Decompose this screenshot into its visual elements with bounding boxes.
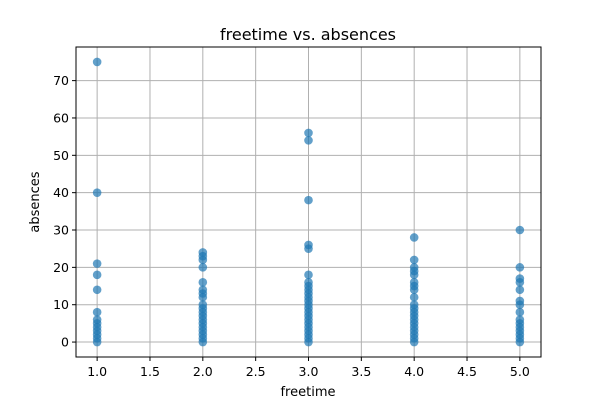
x-tick-label: 1.0	[87, 364, 107, 379]
x-tick-label: 4.0	[404, 364, 424, 379]
data-point	[198, 292, 208, 302]
y-tick-label: 20	[53, 260, 69, 275]
data-point	[409, 292, 419, 302]
y-tick-label: 50	[53, 148, 69, 163]
y-tick-label: 60	[53, 110, 69, 125]
data-point	[409, 255, 419, 265]
y-axis-ticks: 0 10 20 30 40 50 60 70	[53, 73, 76, 350]
x-axis-label: freetime	[280, 385, 335, 400]
chart-title: freetime vs. absences	[220, 25, 396, 44]
data-point	[515, 337, 525, 347]
data-point	[198, 337, 208, 347]
data-point	[304, 128, 313, 138]
x-tick-label: 2.5	[246, 364, 266, 379]
data-point	[515, 263, 525, 272]
data-point	[515, 307, 525, 317]
data-point	[92, 270, 102, 280]
y-tick-label: 10	[53, 297, 69, 312]
data-point	[198, 255, 208, 265]
x-tick-label: 4.5	[457, 364, 477, 379]
data-point	[198, 263, 208, 272]
data-point	[304, 136, 313, 145]
data-point	[304, 270, 313, 280]
x-axis-ticks: 1.0 1.5 2.0 2.5 3.0 3.5 4.0 4.5 5.0	[87, 357, 530, 379]
grid	[76, 47, 541, 357]
x-tick-label: 1.5	[140, 364, 160, 379]
y-tick-label: 30	[53, 223, 69, 238]
data-point	[409, 270, 419, 280]
data-point	[409, 285, 419, 295]
data-point	[92, 285, 102, 295]
data-point	[92, 188, 102, 197]
y-tick-label: 40	[53, 185, 69, 200]
x-tick-label: 5.0	[510, 364, 530, 379]
y-tick-label: 0	[61, 335, 69, 350]
data-point	[198, 278, 208, 287]
data-point	[304, 195, 313, 205]
data-point	[515, 300, 525, 310]
data-points	[92, 57, 525, 347]
data-point	[515, 285, 525, 295]
data-point	[92, 57, 102, 67]
data-point	[409, 233, 419, 242]
data-point	[515, 225, 525, 235]
data-point	[409, 337, 419, 347]
x-tick-label: 2.0	[193, 364, 213, 379]
x-tick-label: 3.0	[299, 364, 319, 379]
data-point	[304, 244, 313, 253]
y-axis-label: absences	[28, 171, 43, 232]
data-point	[92, 307, 102, 317]
data-point	[304, 337, 313, 347]
data-point	[515, 278, 525, 287]
data-point	[92, 259, 102, 268]
x-tick-label: 3.5	[351, 364, 371, 379]
y-tick-label: 70	[53, 73, 69, 88]
data-point	[92, 337, 102, 347]
